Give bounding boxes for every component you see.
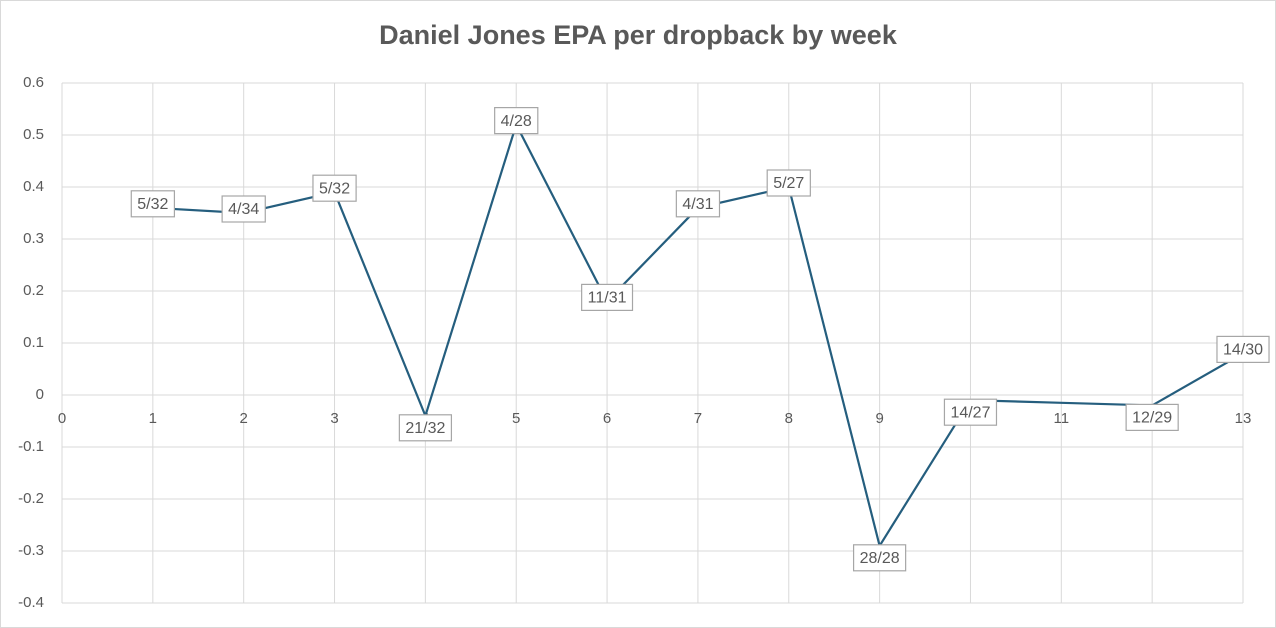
data-label-box [943, 398, 998, 426]
data-label: 21/32 [405, 420, 445, 437]
data-label-box [766, 169, 811, 197]
data-label-box [312, 174, 357, 202]
data-label-box [398, 414, 453, 442]
y-tick-label: 0 [36, 386, 44, 403]
data-label: 14/30 [1223, 342, 1263, 359]
x-tick-label: 7 [694, 410, 702, 427]
x-tick-label: 6 [603, 410, 611, 427]
y-tick-label: -0.1 [18, 438, 44, 455]
data-label-box [675, 190, 721, 218]
x-tick-label: 11 [1054, 410, 1070, 427]
x-tick-label: 13 [1235, 410, 1252, 427]
data-label: 4/28 [501, 113, 532, 130]
data-label-box [1125, 403, 1179, 431]
data-label: 14/27 [950, 404, 990, 421]
data-label: 5/32 [137, 196, 168, 213]
data-label: 12/29 [1132, 410, 1172, 427]
data-label-box [130, 190, 176, 218]
y-tick-label: 0.4 [23, 178, 44, 195]
y-tick-label: 0.1 [23, 334, 44, 351]
y-tick-label: -0.2 [18, 490, 44, 507]
data-label: 28/28 [860, 550, 900, 567]
data-label: 4/31 [682, 196, 713, 213]
data-label-box [852, 544, 907, 572]
data-label: 5/27 [773, 175, 804, 192]
x-tick-label: 2 [240, 410, 248, 427]
y-tick-label: -0.3 [18, 542, 44, 559]
data-label: 5/32 [319, 180, 350, 197]
data-label-box [581, 283, 634, 311]
y-tick-label: 0.3 [23, 230, 44, 247]
data-label-box [1216, 335, 1270, 363]
data-label-box [494, 106, 539, 135]
y-tick-label: 0.2 [23, 282, 44, 299]
data-label: 4/34 [228, 201, 259, 218]
x-tick-label: 5 [512, 410, 520, 427]
y-tick-label: -0.4 [18, 594, 44, 611]
chart-title: Daniel Jones EPA per dropback by week [379, 20, 898, 50]
x-tick-label: 8 [785, 410, 793, 427]
x-tick-label: 3 [330, 410, 338, 427]
x-tick-label: 9 [875, 410, 883, 427]
data-label-box [221, 195, 266, 223]
y-tick-label: 0.5 [23, 126, 44, 143]
data-label: 11/31 [588, 290, 627, 307]
x-tick-label: 1 [149, 410, 157, 427]
y-tick-label: 0.6 [23, 74, 44, 91]
x-tick-label: 0 [58, 410, 66, 427]
